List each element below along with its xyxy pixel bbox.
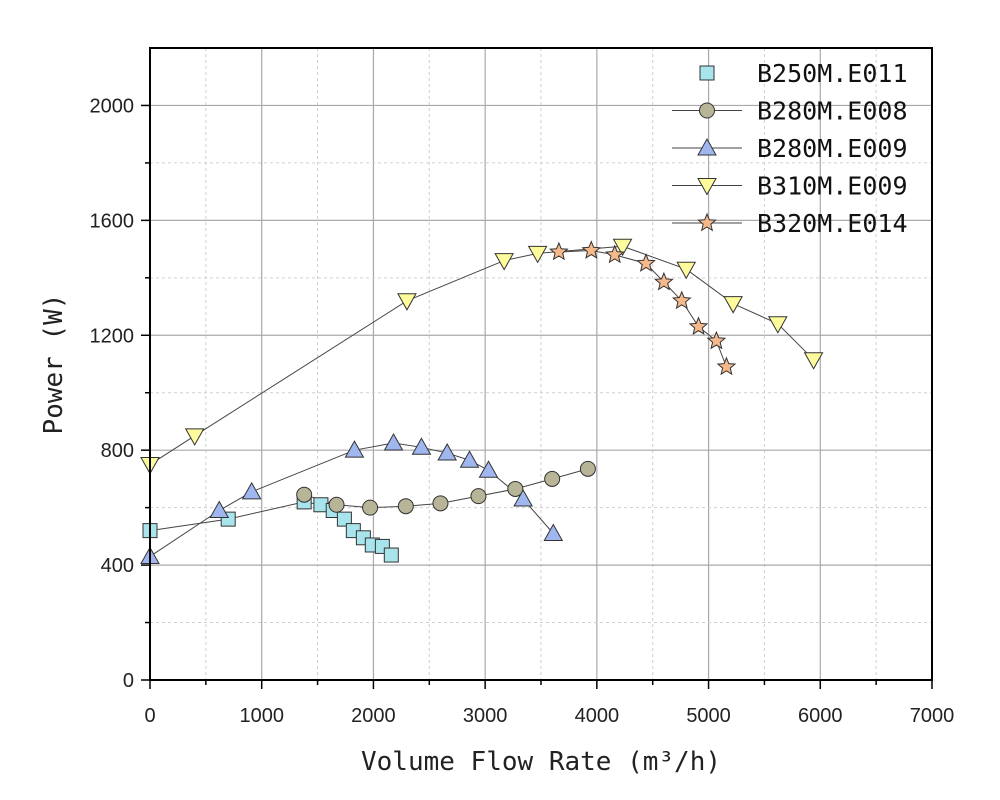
data-point-b320m-e014	[716, 356, 737, 376]
data-point-b280m-e008	[296, 486, 313, 503]
legend-marker-b280m-e008	[699, 102, 715, 119]
data-point-b280m-e009	[241, 481, 262, 500]
y-tick-label: 800	[101, 440, 134, 462]
data-point-b280m-e008	[362, 499, 379, 516]
x-tick-label: 7000	[910, 705, 955, 727]
x-tick-label: 3000	[463, 705, 508, 727]
legend-label-b310m-e009: B310M.E009	[757, 172, 908, 201]
y-axis-label: Power (W)	[39, 294, 69, 435]
data-point-b280m-e008	[397, 498, 414, 515]
data-point-b280m-e009	[344, 440, 365, 458]
data-point-b320m-e014	[549, 241, 569, 261]
x-tick-label: 2000	[351, 705, 396, 727]
data-point-b280m-e009	[209, 500, 230, 519]
data-point-b280m-e008	[579, 460, 596, 477]
y-tick-label: 1200	[90, 325, 135, 347]
data-point-b280m-e009	[411, 437, 432, 455]
y-tick-label: 400	[101, 555, 134, 577]
data-point-b250m-e011	[383, 547, 399, 563]
legend-label-b320m-e014: B320M.E014	[757, 209, 908, 238]
legend-marker-b280m-e009	[697, 137, 717, 156]
data-point-b310m-e009	[767, 316, 788, 334]
data-point-b280m-e009	[478, 460, 499, 478]
data-point-b310m-e009	[612, 238, 633, 257]
data-point-b280m-e008	[507, 480, 524, 497]
legend-label-b280m-e009: B280M.E009	[757, 134, 908, 163]
data-point-b280m-e009	[543, 523, 564, 541]
y-tick-label: 2000	[90, 95, 135, 117]
data-point-b320m-e014	[706, 330, 727, 350]
y-tick-label: 1600	[90, 210, 135, 232]
data-point-b320m-e014	[636, 253, 656, 272]
data-point-b310m-e009	[723, 296, 744, 314]
legend-label-b280m-e008: B280M.E008	[757, 97, 908, 126]
legend-marker-b320m-e014	[697, 212, 717, 232]
series-line-b310m-e009	[149, 245, 814, 465]
data-point-b320m-e014	[654, 271, 674, 291]
data-point-b280m-e008	[328, 496, 345, 513]
legend: B250M.E011 B280M.E008 B280M.E009 B310M.E009…	[672, 59, 908, 238]
series-markers	[140, 238, 824, 564]
data-point-b320m-e014	[604, 244, 625, 264]
data-point-b280m-e008	[470, 488, 487, 505]
data-point-b280m-e009	[437, 443, 458, 461]
data-point-b320m-e014	[581, 240, 602, 259]
axis-ticks: 0 1000 2000 3000 4000 5000 6000 7000 0 400 800 1200…	[90, 95, 955, 727]
y-tick-label: 0	[123, 670, 134, 692]
data-point-b310m-e009	[184, 428, 205, 446]
series-lines	[149, 245, 814, 557]
x-tick-label: 6000	[798, 705, 843, 727]
x-tick-label: 4000	[575, 705, 620, 727]
data-point-b280m-e008	[544, 470, 561, 487]
data-point-b320m-e014	[671, 290, 692, 310]
legend-label-b250m-e011: B250M.E011	[757, 59, 908, 88]
series-line-b280m-e009	[149, 442, 554, 557]
data-point-b310m-e009	[803, 352, 824, 370]
x-axis-label: Volume Flow Rate (m³/h)	[361, 747, 721, 777]
data-point-b320m-e014	[688, 316, 709, 336]
x-tick-label: 5000	[686, 705, 731, 727]
data-point-b280m-e008	[432, 495, 449, 512]
data-point-b250m-e011	[336, 511, 352, 527]
legend-marker-b250m-e011	[699, 65, 715, 81]
data-point-b310m-e009	[494, 253, 514, 271]
data-point-b280m-e009	[383, 432, 404, 451]
data-point-b310m-e009	[397, 293, 417, 311]
x-tick-label: 0	[144, 705, 155, 727]
data-point-b310m-e009	[527, 245, 548, 264]
data-point-b310m-e009	[676, 261, 697, 280]
data-point-b280m-e009	[513, 488, 533, 507]
data-point-b280m-e009	[459, 450, 480, 468]
legend-marker-b310m-e009	[697, 178, 717, 196]
x-tick-label: 1000	[239, 705, 284, 727]
